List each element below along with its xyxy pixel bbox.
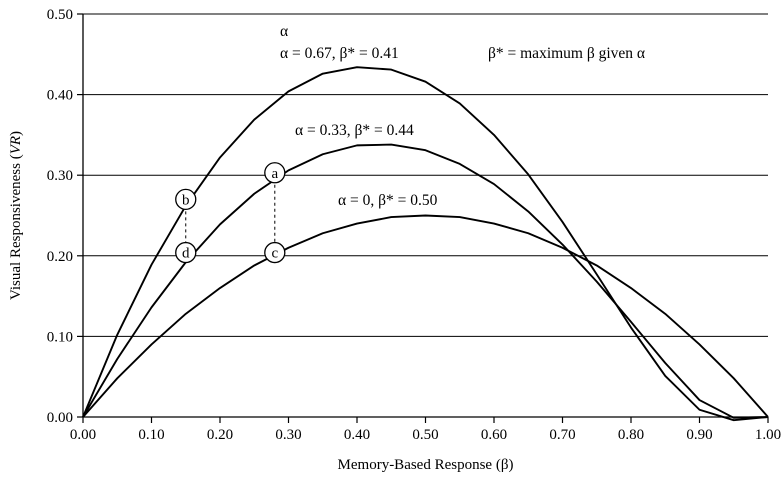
definition-annotation: β* = maximum β given α: [488, 45, 645, 62]
gridlines: [83, 13, 768, 337]
y-tick-label: 0.50: [47, 7, 73, 23]
alpha-symbol-annotation: α: [280, 23, 288, 40]
marker-circle-b: [175, 188, 197, 211]
x-tick-label: 0.70: [549, 427, 575, 443]
ticks: 0.00 0.10 0.20 0.30 0.40 0.50 0.00 0.10 0.20 0.30…: [47, 7, 781, 443]
point-markers: a b c d: [175, 162, 286, 264]
x-tick-label: 0.00: [70, 427, 96, 443]
x-tick-label: 0.60: [481, 427, 507, 443]
y-tick-label: 0.40: [47, 88, 73, 104]
marker-circle-a: [264, 162, 286, 184]
y-tick-label: 0.30: [47, 168, 73, 184]
x-tick-label: 0.10: [138, 427, 164, 443]
y-tick-label: 0.10: [47, 329, 73, 345]
marker-label-a: a: [271, 166, 278, 182]
marker-label-b: b: [182, 192, 190, 208]
x-tick-label: 0.40: [344, 427, 370, 443]
marker-label-d: d: [182, 246, 190, 262]
x-tick-label: 0.80: [618, 427, 644, 443]
y-tick-label: 0.20: [47, 249, 73, 265]
series-line-alpha-033: [82, 143, 769, 419]
x-tick-label: 1.00: [755, 427, 781, 443]
marker-circle-d: [175, 241, 197, 264]
x-tick-label: 0.20: [207, 427, 233, 443]
y-axis-title-main: Visual Responsiveness (: [8, 154, 24, 300]
series-line-alpha-067: [82, 66, 769, 422]
x-axis-title: Memory-Based Response (β): [338, 457, 514, 473]
x-tick-label: 0.90: [686, 427, 712, 443]
marker-circle-c: [264, 241, 286, 264]
series-label-alpha-0: α = 0, β* = 0.50: [338, 192, 438, 209]
series-label-alpha-067: α = 0.67, β* = 0.41: [280, 45, 399, 62]
dashed-links: [185, 172, 276, 253]
series-line-alpha-0: [82, 214, 769, 418]
series: [82, 66, 769, 422]
x-tick-label: 0.30: [275, 427, 301, 443]
y-axis-title: Visual Responsiveness (VR): [8, 131, 24, 300]
series-label-alpha-033: α = 0.33, β* = 0.44: [295, 122, 414, 139]
marker-label-c: c: [271, 246, 278, 262]
y-axis-title-end: ): [8, 131, 24, 136]
y-tick-label: 0.00: [47, 410, 73, 426]
x-tick-label: 0.50: [412, 427, 438, 443]
y-axis-title-italic: VR: [8, 136, 24, 154]
